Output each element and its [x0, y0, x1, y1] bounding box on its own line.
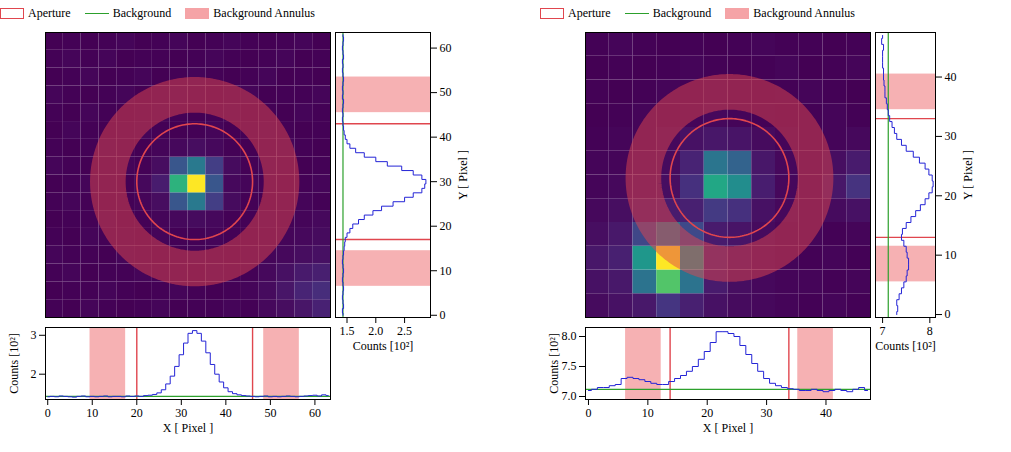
svg-text:2.0: 2.0: [368, 324, 383, 338]
svg-text:40: 40: [220, 406, 232, 420]
html-text:Background Annulus: Background Annulus: [213, 6, 315, 20]
svg-text:60: 60: [309, 406, 321, 420]
html-text:Background Annulus: Background Annulus: [753, 6, 855, 20]
svg-text:2.5: 2.5: [397, 324, 412, 338]
svg-text:3: 3: [31, 328, 37, 342]
svg-text:7.0: 7.0: [562, 389, 577, 403]
svg-text:40: 40: [820, 406, 832, 420]
html-text:Aperture: Aperture: [568, 6, 611, 20]
svg-text:10: 10: [86, 406, 98, 420]
svg-text:20: 20: [945, 189, 957, 203]
svg-text:Y [ Pixel ]: Y [ Pixel ]: [961, 150, 975, 200]
svg-text:Counts [10²]: Counts [10²]: [547, 333, 561, 394]
svg-text:Counts [10²]: Counts [10²]: [353, 339, 414, 353]
svg-text:1.5: 1.5: [340, 324, 355, 338]
svg-text:50: 50: [264, 406, 276, 420]
svg-text:20: 20: [440, 219, 452, 233]
svg-text:0: 0: [585, 406, 591, 420]
svg-text:10: 10: [440, 264, 452, 278]
svg-text:8.0: 8.0: [562, 329, 577, 343]
svg-text:30: 30: [175, 406, 187, 420]
html-text:Background: Background: [652, 6, 712, 20]
svg-text:7.5: 7.5: [562, 359, 577, 373]
svg-text:7: 7: [880, 324, 886, 338]
html-text:Aperture: Aperture: [28, 6, 71, 20]
svg-text:30: 30: [440, 175, 452, 189]
svg-text:X [ Pixel ]: X [ Pixel ]: [703, 421, 753, 435]
svg-text:Counts [10²]: Counts [10²]: [7, 333, 21, 394]
svg-text:Y [ Pixel ]: Y [ Pixel ]: [456, 150, 470, 200]
svg-text:0: 0: [45, 406, 51, 420]
html-text:Background: Background: [112, 6, 172, 20]
svg-text:40: 40: [440, 130, 452, 144]
svg-text:50: 50: [440, 85, 452, 99]
svg-text:20: 20: [131, 406, 143, 420]
svg-text:0: 0: [945, 307, 951, 321]
svg-text:8: 8: [927, 324, 933, 338]
svg-text:20: 20: [701, 406, 713, 420]
svg-text:30: 30: [761, 406, 773, 420]
svg-text:10: 10: [642, 406, 654, 420]
svg-text:30: 30: [945, 129, 957, 143]
svg-text:60: 60: [440, 41, 452, 55]
svg-text:2: 2: [31, 367, 37, 381]
svg-text:X [ Pixel ]: X [ Pixel ]: [163, 421, 213, 435]
svg-text:Counts [10²]: Counts [10²]: [875, 339, 936, 353]
svg-text:0: 0: [440, 308, 446, 322]
svg-text:10: 10: [945, 248, 957, 262]
svg-text:40: 40: [945, 70, 957, 84]
